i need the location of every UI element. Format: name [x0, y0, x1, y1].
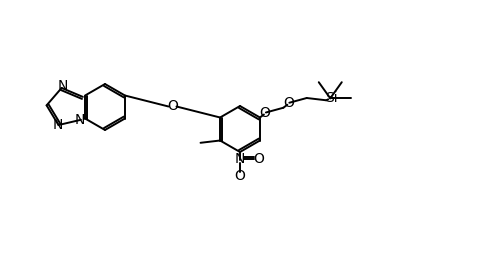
Text: Si: Si: [325, 91, 338, 105]
Text: O: O: [167, 100, 178, 114]
Text: O: O: [260, 106, 270, 120]
Text: N: N: [74, 113, 85, 127]
Text: N: N: [235, 152, 245, 166]
Text: O: O: [283, 96, 294, 110]
Text: O: O: [234, 169, 246, 183]
Text: N: N: [58, 79, 68, 93]
Text: N: N: [52, 118, 62, 132]
Text: O: O: [253, 152, 264, 166]
